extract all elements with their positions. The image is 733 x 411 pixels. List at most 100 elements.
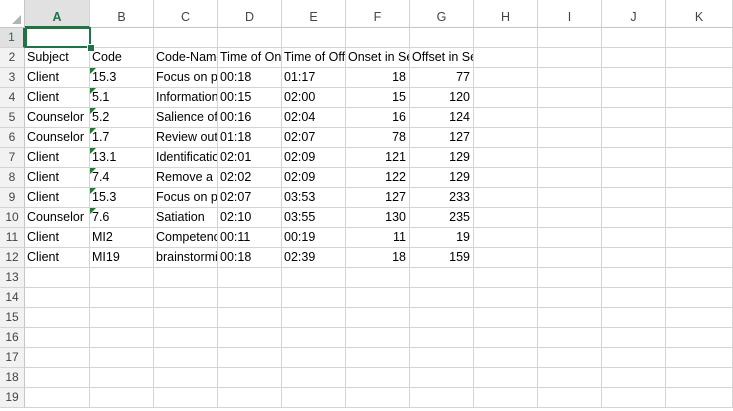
cell-e8[interactable]: 02:09 [282,168,346,188]
cell-g13[interactable] [410,268,474,288]
cell-d6[interactable]: 01:18 [218,128,282,148]
cell-a14[interactable] [25,288,90,308]
cell-b16[interactable] [90,328,154,348]
cell-f7[interactable]: 121 [346,148,410,168]
cell-h7[interactable] [474,148,538,168]
cell-k16[interactable] [666,328,733,348]
column-header-j[interactable]: J [602,0,666,28]
cell-i13[interactable] [538,268,602,288]
cell-h19[interactable] [474,388,538,408]
cell-b4[interactable]: 5.1 [90,88,154,108]
cell-k17[interactable] [666,348,733,368]
cell-h8[interactable] [474,168,538,188]
cell-c13[interactable] [154,268,218,288]
row-header-12[interactable]: 12 [0,248,25,268]
cell-i6[interactable] [538,128,602,148]
row-header-1[interactable]: 1 [0,28,25,48]
cell-k14[interactable] [666,288,733,308]
cell-f16[interactable] [346,328,410,348]
cell-b2[interactable]: Code [90,48,154,68]
cell-j6[interactable] [602,128,666,148]
cell-i3[interactable] [538,68,602,88]
cell-k1[interactable] [666,28,733,48]
column-header-b[interactable]: B [90,0,154,28]
cell-a1[interactable] [25,28,90,48]
cell-i15[interactable] [538,308,602,328]
cell-g16[interactable] [410,328,474,348]
column-header-g[interactable]: G [410,0,474,28]
cell-f3[interactable]: 18 [346,68,410,88]
cell-j3[interactable] [602,68,666,88]
cell-j19[interactable] [602,388,666,408]
cell-i8[interactable] [538,168,602,188]
cell-g15[interactable] [410,308,474,328]
cell-f2[interactable]: Onset in Secs [346,48,410,68]
cell-h17[interactable] [474,348,538,368]
column-header-f[interactable]: F [346,0,410,28]
cell-g18[interactable] [410,368,474,388]
cell-e11[interactable]: 00:19 [282,228,346,248]
row-header-9[interactable]: 9 [0,188,25,208]
cell-j5[interactable] [602,108,666,128]
cell-d10[interactable]: 02:10 [218,208,282,228]
cell-f9[interactable]: 127 [346,188,410,208]
cell-f11[interactable]: 11 [346,228,410,248]
number-as-text-indicator-icon[interactable] [90,168,96,174]
cell-j1[interactable] [602,28,666,48]
cell-g4[interactable]: 120 [410,88,474,108]
cell-g5[interactable]: 124 [410,108,474,128]
cell-c10[interactable]: Satiation [154,208,218,228]
select-all-corner[interactable] [0,0,25,28]
cell-d8[interactable]: 02:02 [218,168,282,188]
cell-b9[interactable]: 15.3 [90,188,154,208]
row-header-13[interactable]: 13 [0,268,25,288]
cell-a5[interactable]: Counselor [25,108,90,128]
number-as-text-indicator-icon[interactable] [90,148,96,154]
cell-b3[interactable]: 15.3 [90,68,154,88]
cell-g11[interactable]: 19 [410,228,474,248]
cell-a3[interactable]: Client [25,68,90,88]
cell-j8[interactable] [602,168,666,188]
cell-d4[interactable]: 00:15 [218,88,282,108]
row-header-17[interactable]: 17 [0,348,25,368]
cell-e16[interactable] [282,328,346,348]
row-header-2[interactable]: 2 [0,48,25,68]
cell-f6[interactable]: 78 [346,128,410,148]
cell-f14[interactable] [346,288,410,308]
cell-g12[interactable]: 159 [410,248,474,268]
cell-h13[interactable] [474,268,538,288]
cell-a11[interactable]: Client [25,228,90,248]
cell-i16[interactable] [538,328,602,348]
cell-d18[interactable] [218,368,282,388]
cell-a16[interactable] [25,328,90,348]
cell-f13[interactable] [346,268,410,288]
row-header-10[interactable]: 10 [0,208,25,228]
cell-j14[interactable] [602,288,666,308]
cell-e17[interactable] [282,348,346,368]
cell-d13[interactable] [218,268,282,288]
cell-h10[interactable] [474,208,538,228]
cell-j18[interactable] [602,368,666,388]
cell-d12[interactable]: 00:18 [218,248,282,268]
number-as-text-indicator-icon[interactable] [90,128,96,134]
cell-k3[interactable] [666,68,733,88]
cell-g14[interactable] [410,288,474,308]
cell-g10[interactable]: 235 [410,208,474,228]
cell-h14[interactable] [474,288,538,308]
number-as-text-indicator-icon[interactable] [90,88,96,94]
cell-a15[interactable] [25,308,90,328]
cell-h11[interactable] [474,228,538,248]
row-header-16[interactable]: 16 [0,328,25,348]
cell-d15[interactable] [218,308,282,328]
cell-h15[interactable] [474,308,538,328]
cell-e1[interactable] [282,28,346,48]
cell-f10[interactable]: 130 [346,208,410,228]
cell-e9[interactable]: 03:53 [282,188,346,208]
cell-i11[interactable] [538,228,602,248]
cell-a17[interactable] [25,348,90,368]
cell-h9[interactable] [474,188,538,208]
column-header-d[interactable]: D [218,0,282,28]
cell-b8[interactable]: 7.4 [90,168,154,188]
cell-b11[interactable]: MI2 [90,228,154,248]
cell-b12[interactable]: MI19 [90,248,154,268]
